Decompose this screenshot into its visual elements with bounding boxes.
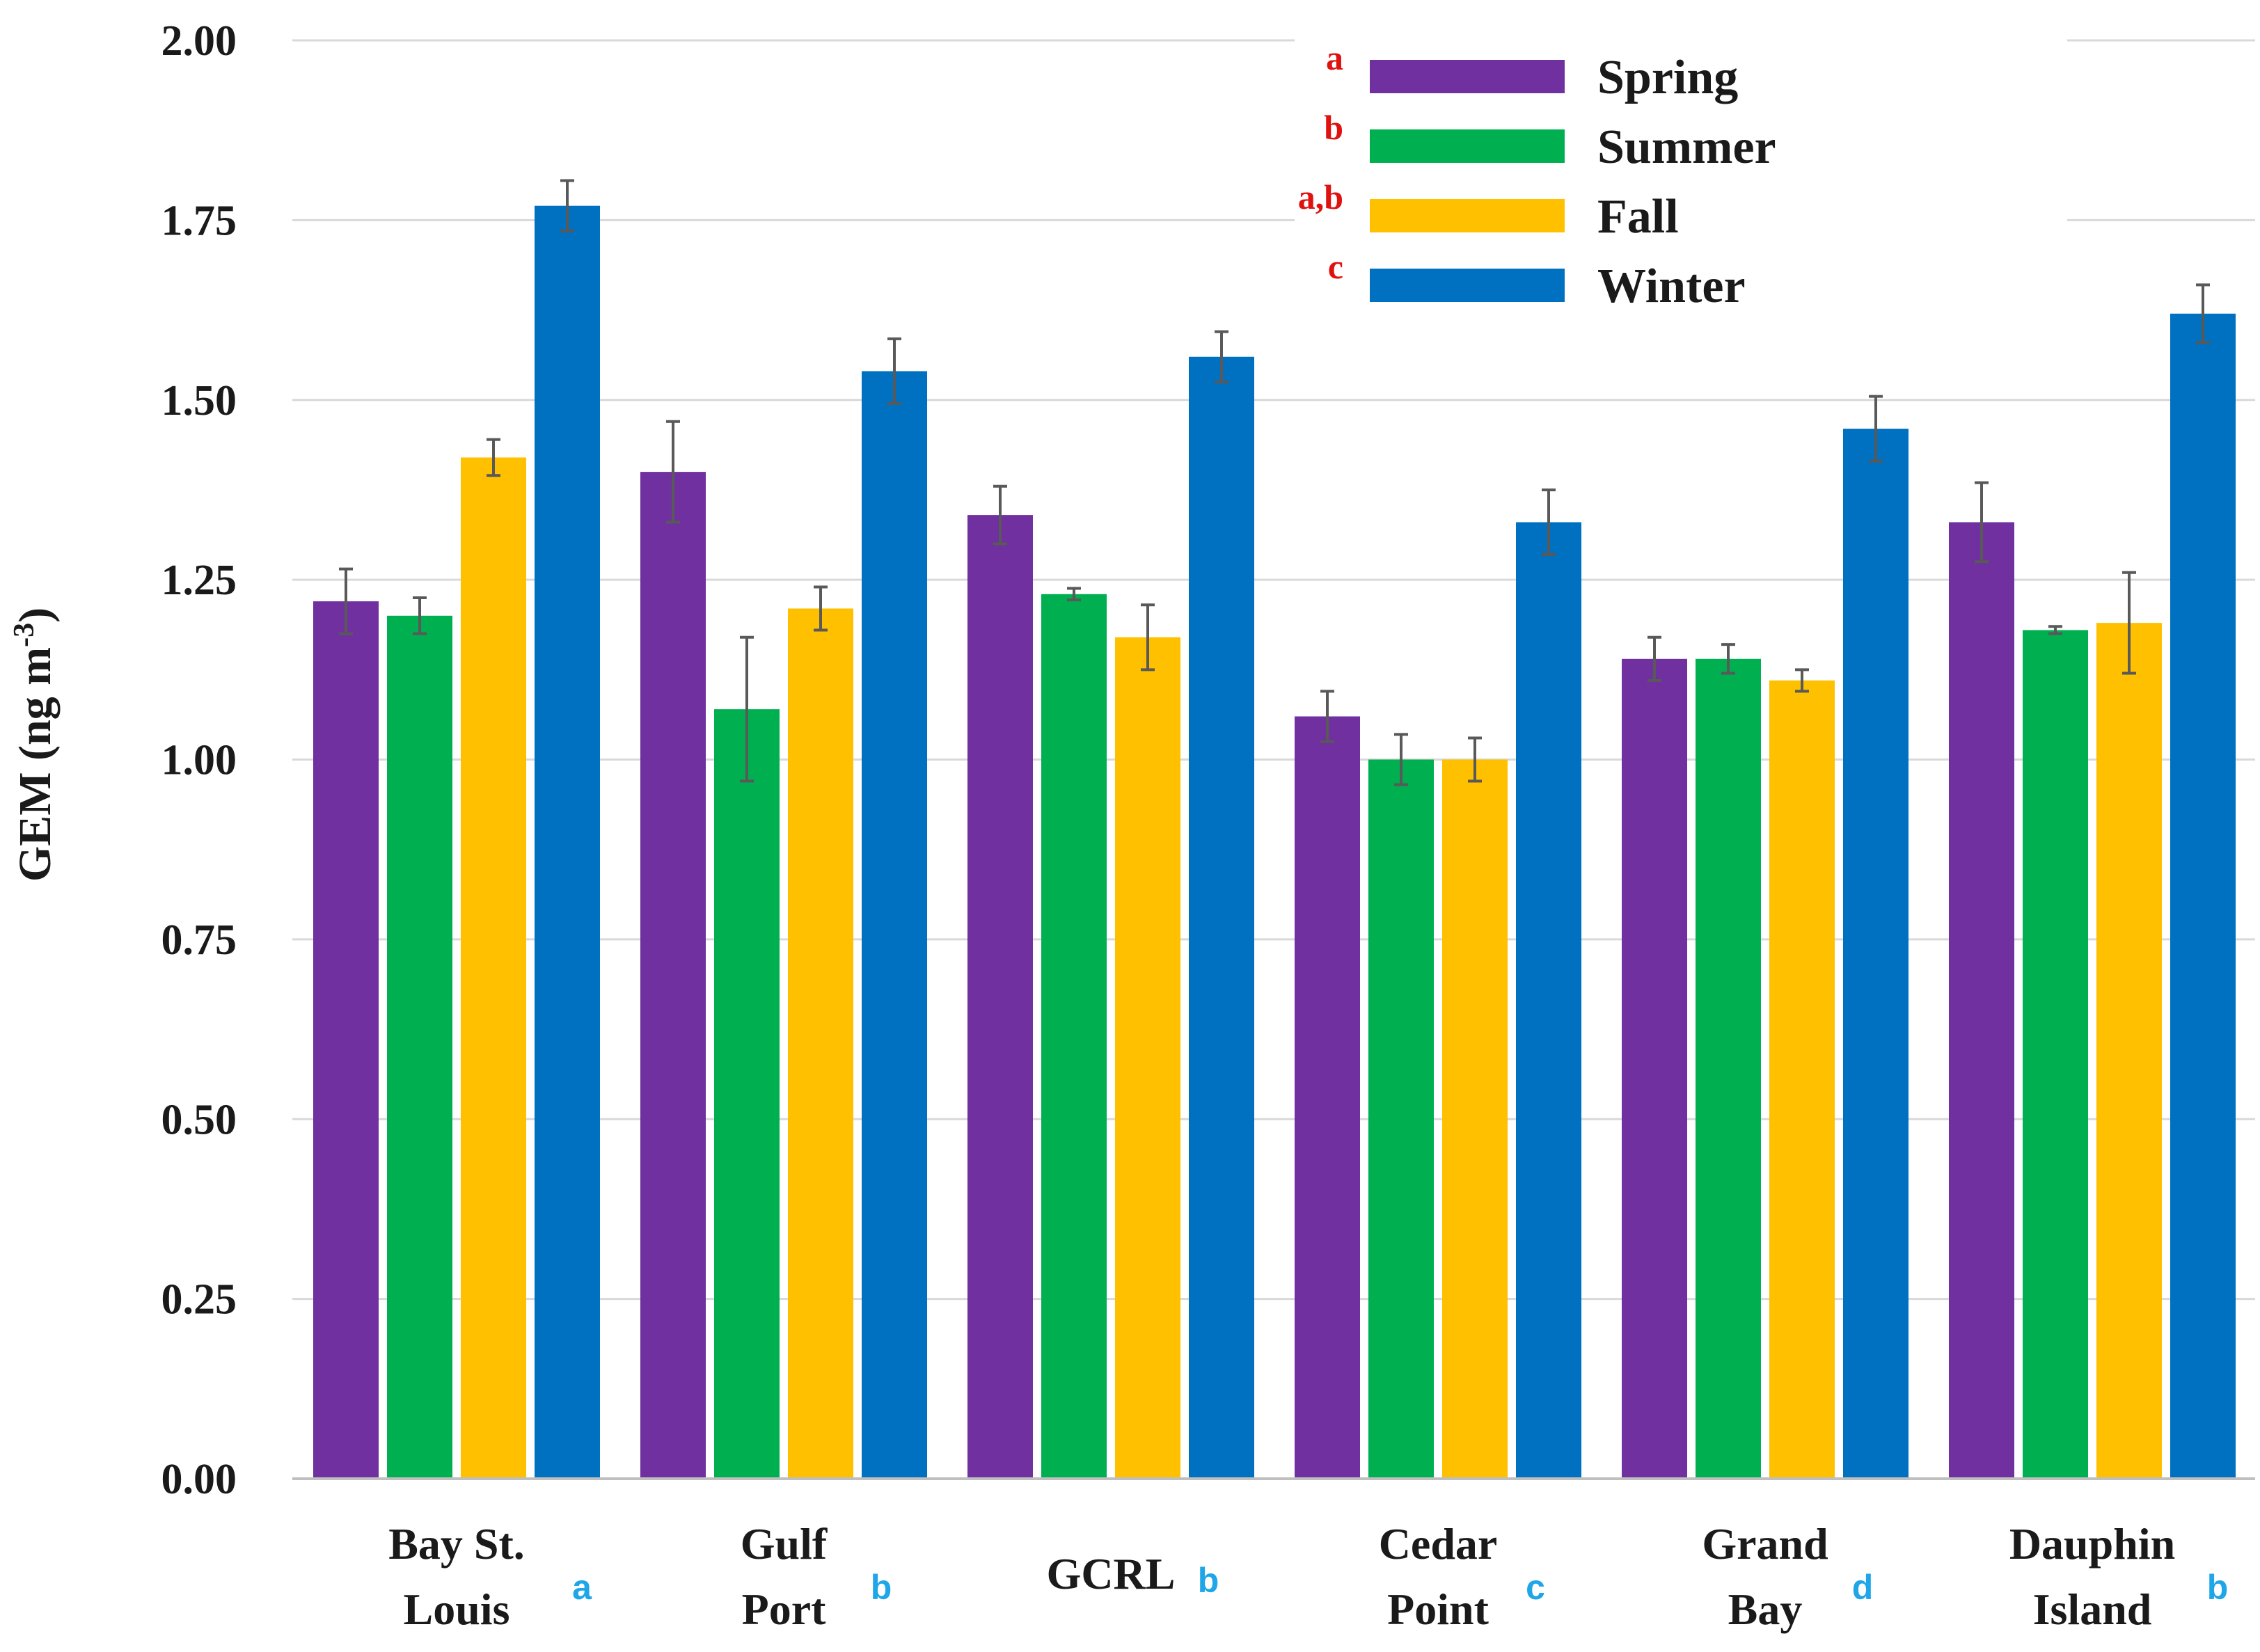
- bar-summer: [2023, 630, 2088, 1479]
- legend-significance-letter: b: [1324, 108, 1343, 147]
- gridlines: [292, 39, 2255, 1301]
- x-significance-letter: b: [871, 1568, 892, 1607]
- bar-spring: [1622, 658, 1687, 1479]
- x-significance-letter: c: [1526, 1568, 1545, 1607]
- legend-label-winter: Winter: [1597, 260, 1746, 313]
- y-tick-label: 0.50: [161, 1096, 237, 1143]
- x-category-label: Port: [742, 1585, 827, 1634]
- y-tick-label: 0.00: [161, 1456, 237, 1503]
- x-category-label: Louis: [404, 1585, 510, 1634]
- x-category-label: Gulf: [741, 1519, 828, 1568]
- legend-swatch-fall: [1370, 199, 1565, 232]
- legend-label-summer: Summer: [1597, 120, 1776, 174]
- y-tick-label: 1.75: [161, 197, 237, 244]
- legend-significance-letter: c: [1328, 247, 1343, 286]
- x-significance-letter: b: [2207, 1568, 2229, 1607]
- bar-spring: [640, 472, 706, 1479]
- bar-summer: [1368, 759, 1434, 1479]
- bar-winter: [862, 371, 927, 1479]
- bar-summer: [1041, 594, 1107, 1479]
- y-tick-label: 1.00: [161, 737, 237, 784]
- bar-spring: [1295, 716, 1360, 1479]
- x-category-label: GCRL: [1047, 1549, 1176, 1598]
- x-category-labels: Bay St. Louis a Gulf Port b GCRL b Cedar Point c Gr…: [388, 1519, 2228, 1634]
- legend-significance-letter: a: [1326, 38, 1343, 77]
- legend-label-fall: Fall: [1597, 190, 1679, 244]
- bar-winter: [1843, 429, 1909, 1479]
- legend-swatch-winter: [1370, 269, 1565, 302]
- bar-winter: [1516, 522, 1581, 1479]
- y-tick-label: 2.00: [161, 17, 237, 65]
- legend-significance-letter: a,b: [1298, 177, 1343, 216]
- legend-swatch-summer: [1370, 129, 1565, 163]
- x-category-label: Point: [1387, 1585, 1489, 1634]
- y-axis-label: GEM (ng m-3): [8, 607, 61, 882]
- bar-spring: [313, 601, 379, 1479]
- bar-fall: [1115, 637, 1180, 1479]
- x-category-label: Cedar: [1379, 1519, 1498, 1568]
- bar-winter: [535, 205, 600, 1479]
- bar-fall: [1442, 759, 1508, 1479]
- x-category-label: Bay St.: [388, 1519, 525, 1568]
- x-significance-letter: b: [1198, 1561, 1219, 1600]
- bar-fall: [461, 457, 526, 1479]
- x-category-label: Grand: [1702, 1519, 1828, 1568]
- bar-spring: [967, 515, 1033, 1479]
- y-tick-label: 0.25: [161, 1276, 237, 1324]
- y-tick-labels: 0.00 0.25 0.50 0.75 1.00 1.25 1.50 1.75 2.00: [161, 17, 237, 1503]
- x-significance-letter: d: [1852, 1568, 1874, 1607]
- bar-summer: [714, 709, 780, 1479]
- bar-fall: [1769, 680, 1835, 1479]
- legend-label-spring: Spring: [1597, 51, 1738, 104]
- legend: a Spring b Summer a,b Fall c Winter: [1295, 35, 2067, 334]
- bar-summer: [1696, 658, 1761, 1479]
- bar-winter: [2170, 313, 2236, 1479]
- bar-spring: [1949, 522, 2014, 1479]
- error-bars-group: [339, 179, 2210, 786]
- bar-summer: [387, 615, 452, 1479]
- y-tick-label: 1.25: [161, 557, 237, 604]
- bar-fall: [2096, 623, 2162, 1479]
- y-tick-label: 1.50: [161, 377, 237, 424]
- x-significance-letter: a: [572, 1568, 592, 1607]
- x-category-label: Dauphin: [2009, 1519, 2175, 1568]
- y-tick-label: 0.75: [161, 916, 237, 964]
- legend-swatch-spring: [1370, 60, 1565, 93]
- x-category-label: Bay: [1728, 1585, 1803, 1634]
- x-category-label: Island: [2033, 1585, 2152, 1634]
- bar-winter: [1189, 356, 1254, 1479]
- bar-fall: [788, 608, 853, 1479]
- bars-group: [313, 205, 2236, 1479]
